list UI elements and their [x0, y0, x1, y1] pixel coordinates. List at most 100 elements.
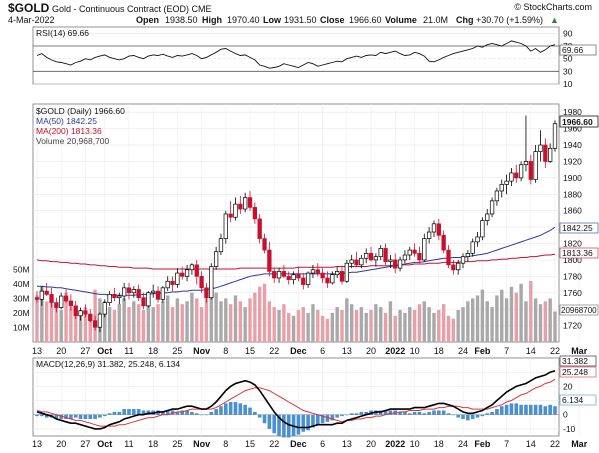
volume-bar: [403, 312, 407, 342]
x-tick-label: 8: [223, 346, 228, 356]
histogram-bar: [330, 414, 335, 421]
histogram-bar: [315, 414, 320, 425]
histogram-bar: [64, 414, 68, 419]
candle-body: [141, 297, 146, 307]
price-tick-label: 1720: [563, 321, 582, 331]
volume-tick-label: 20M: [13, 308, 30, 318]
x-tick-label: 24: [458, 346, 468, 356]
macd-tick-label: -10: [563, 424, 576, 434]
candle-body: [126, 287, 132, 294]
histogram-bar: [470, 414, 475, 419]
candle-body: [223, 213, 228, 239]
volume-bar: [359, 307, 364, 342]
histogram-bar: [412, 411, 417, 415]
x-tick-label: Dec: [290, 346, 307, 356]
histogram-bar: [180, 410, 185, 415]
candle-body: [34, 297, 40, 300]
macd-legend: MACD(12,26,9) 31.382, 25.248, 6.134: [36, 359, 180, 369]
volume-bar: [422, 301, 426, 342]
volume-tick-label: 10M: [13, 322, 30, 332]
volume-bar: [437, 310, 441, 342]
candle-body: [397, 259, 403, 269]
x-tick-label: 18: [434, 346, 444, 356]
histogram-bar: [44, 414, 49, 418]
x-tick-label: Feb: [474, 439, 491, 449]
macd-line: [36, 370, 556, 430]
histogram-bar: [427, 411, 431, 415]
volume-bar: [345, 298, 349, 342]
volume-bar: [417, 304, 422, 342]
volume-bar: [427, 307, 431, 342]
candle-body: [475, 236, 480, 243]
price-panel: $GOLD (Daily) 1966.60 MA(50) 1842.25 MA(…: [13, 103, 599, 343]
candle-body: [334, 271, 340, 276]
candle-body: [422, 238, 427, 261]
volume-bar: [291, 315, 296, 342]
volume-bar: [122, 298, 126, 342]
x-tick-label: 2022: [385, 439, 405, 449]
price-tick-label: 1760: [563, 288, 582, 298]
rsi-tick-label: 50: [563, 54, 573, 64]
volume-bar: [301, 307, 305, 342]
histogram-bar: [437, 410, 441, 415]
candle-body: [378, 248, 383, 257]
ma200-legend: MA(200) 1813.36: [36, 126, 102, 136]
histogram-bar: [73, 414, 78, 418]
histogram-bar: [398, 411, 402, 415]
price-tick-label: 1980: [563, 107, 582, 117]
volume-bar: [88, 315, 92, 342]
candle-body: [68, 300, 74, 307]
volume-label: Volume: [385, 15, 417, 25]
candle-body: [548, 147, 553, 162]
candle-body: [83, 310, 88, 315]
high-label: High: [202, 15, 222, 25]
volume-bar: [127, 307, 131, 342]
candle-body: [552, 123, 558, 149]
x-tick-label: Nov: [193, 346, 210, 356]
ma200-value-box: [559, 247, 599, 259]
candle-body: [364, 253, 369, 259]
ma200-line: [36, 253, 556, 270]
volume-bar: [195, 298, 199, 342]
histogram-bar: [219, 406, 223, 415]
x-tick-label: 20: [366, 346, 376, 356]
candle-body: [286, 275, 291, 280]
histogram-bar: [543, 406, 548, 415]
x-tick-label: 27: [80, 346, 90, 356]
candle-body: [533, 151, 538, 180]
brand: © StockCharts.com: [514, 2, 592, 12]
candle-body: [247, 197, 253, 208]
histogram-bar: [228, 401, 233, 415]
macd-frame: [32, 357, 560, 437]
histogram-bar: [267, 414, 272, 429]
x-tick-label: 25: [172, 439, 182, 449]
candle-body: [257, 218, 262, 239]
histogram-bar: [286, 414, 291, 438]
histogram-bar: [78, 414, 83, 419]
volume-bar: [349, 304, 354, 342]
price-tick-label: 1860: [563, 206, 582, 216]
x-tick-label: 18: [148, 346, 158, 356]
histogram-bar: [204, 414, 209, 416]
ma50-legend: MA(50) 1842.25: [36, 116, 97, 126]
volume-bar: [485, 301, 489, 342]
histogram-bar: [495, 409, 499, 415]
volume-legend: Volume 20,968,700: [36, 136, 110, 146]
volume-bar: [117, 304, 121, 342]
rsi-value-label: 69.66: [562, 45, 584, 55]
volume-bar: [199, 307, 204, 342]
volume-bar: [553, 311, 557, 342]
candle-body: [465, 253, 471, 257]
rsi-grid: [33, 33, 559, 85]
histogram-bar: [238, 403, 243, 415]
volume-bar: [330, 312, 335, 342]
volume-bar: [161, 301, 165, 342]
histogram-bar: [504, 404, 509, 415]
price-tick-label: 1920: [563, 156, 582, 166]
candle-body: [339, 271, 345, 282]
volume-bar: [354, 310, 359, 342]
candle-body: [320, 272, 325, 279]
x-axis-middle: 13 20 27 Oct 11 18 25 Nov 8 15 22 Dec 6 13 20 2022 10 18 2…: [32, 346, 588, 356]
volume-bar: [446, 315, 451, 342]
close-label: Close: [320, 15, 345, 25]
